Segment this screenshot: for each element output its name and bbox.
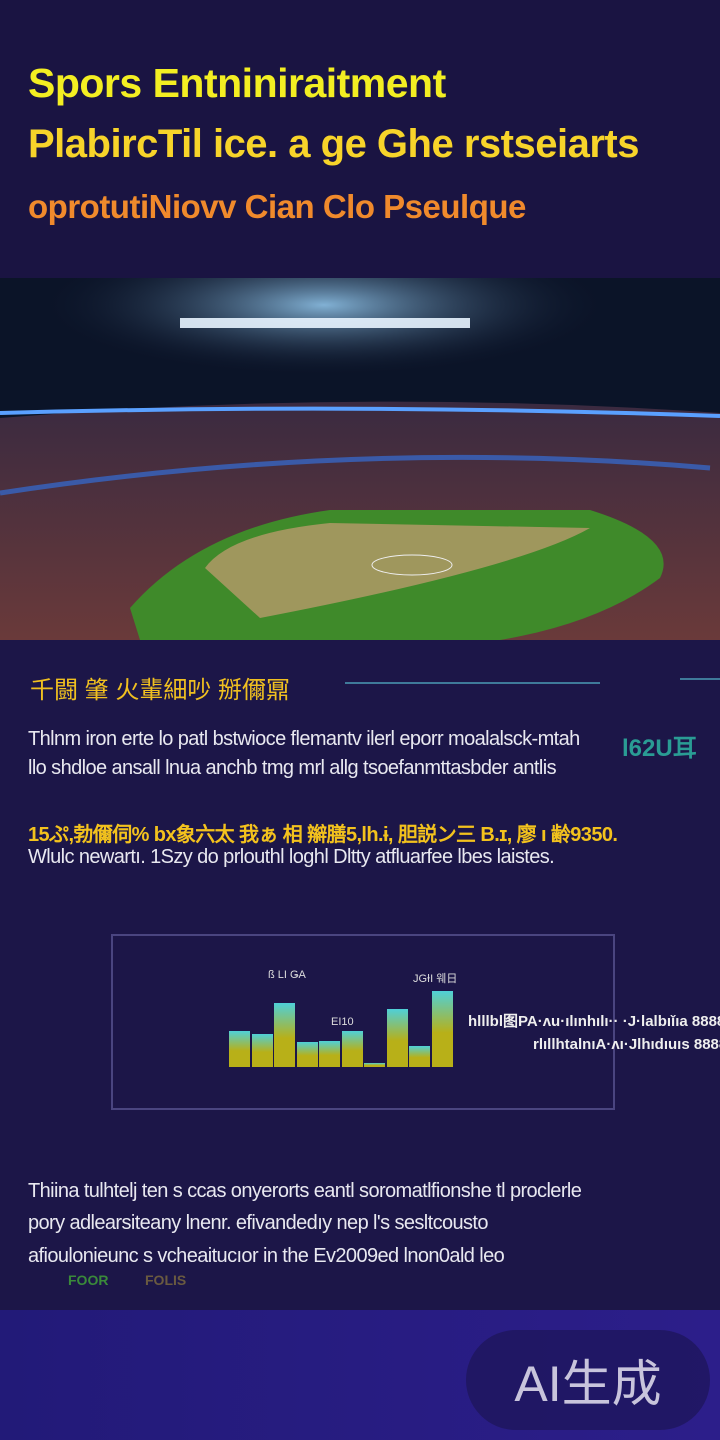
section-heading: 千闘 肇 火輩細吵 掰儞鼏 [30,677,291,704]
paragraph-line: llo shdloe ansall lnua anchb tmg mrl all… [28,757,557,779]
header: Spors Entniniraitment PlabircTil ice. a … [0,0,720,278]
stat-line: 15ぷ,勃儞伺% bx象六太 我ぁ 相 辮膳5,lh.ɨ, 胆説ン三 B.ɪ, … [28,824,618,846]
bar-1 [229,1031,250,1067]
bar-9 [409,1046,430,1067]
tag-text: l62U耳 [622,735,697,762]
chart-label: ß LI ǤA [268,969,306,981]
bar-chart: ß LI ǤA EI10 JGƗI 웨日 hlllbl图PA·ʌu·ılınhı… [111,934,720,1110]
body-line: pory adlearsiteany lnenr. efivandedıy ne… [28,1212,489,1234]
small-label: FOLIS [145,1272,187,1288]
stadium-image [0,278,720,640]
legend-entry: rlıllhtalnıA·ʌı·Jlhıdıuıs 88888 [533,1036,720,1053]
bar-3 [274,1003,295,1067]
body-line: afioulonieunc s vcheaitucıor in the Ev20… [28,1245,505,1267]
title-line-2: PlabircTil ice. a ge Ghe rstseiarts [28,122,639,166]
divider [680,678,720,680]
chart-label: JGƗI 웨日 [413,973,458,985]
bar-4 [296,1042,318,1067]
ai-generated-badge: AI生成 [466,1330,710,1430]
title-line-3: oprotutiNiovv Cian Clo Pseulque [28,188,526,225]
bar-7 [364,1063,385,1067]
bar-10 [431,991,453,1067]
bar-2 [251,1034,273,1067]
divider [345,682,600,684]
paragraph-line: Wlulc newartı. 1Szy do prlouthl loghl Dl… [28,846,555,868]
small-label: FOOR [68,1272,109,1288]
body-line: Thiina tulhtelj ten s ccas onyerorts ean… [28,1180,582,1202]
content-section [0,640,720,1310]
bar-6 [341,1031,363,1067]
legend-entry: hlllbl图PA·ʌu·ılınhılı·· ·J·lalbıǐıa 8888 [468,1013,720,1030]
bar-5 [319,1041,340,1067]
chart-label: EI10 [331,1016,354,1028]
title-line-1: Spors Entniniraitment [28,60,446,106]
bar-8 [386,1009,408,1067]
paragraph-line: Thlnm iron erte lo patl bstwioce flemant… [28,728,580,750]
